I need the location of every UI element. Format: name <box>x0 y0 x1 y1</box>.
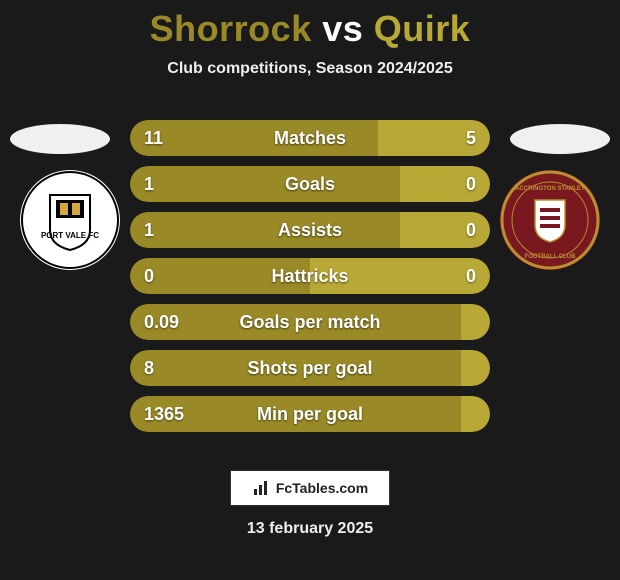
stat-row: 8Shots per goal <box>130 350 490 386</box>
comparison-subtitle: Club competitions, Season 2024/2025 <box>0 60 620 78</box>
stat-label: Hattricks <box>130 258 490 294</box>
stat-label: Assists <box>130 212 490 248</box>
svg-text:ACCRINGTON STANLEY: ACCRINGTON STANLEY <box>515 186 585 192</box>
vs-text: vs <box>322 8 363 49</box>
footer-date: 13 february 2025 <box>0 520 620 538</box>
stat-row: 0.09Goals per match <box>130 304 490 340</box>
player1-name: Shorrock <box>150 8 312 49</box>
comparison-chart: 115Matches 10Goals 10Assists 00Hattricks 0.0… <box>130 120 490 442</box>
stat-row: 1365Min per goal <box>130 396 490 432</box>
stat-label: Matches <box>130 120 490 156</box>
comparison-title: Shorrock vs Quirk <box>0 0 620 50</box>
stat-label: Shots per goal <box>130 350 490 386</box>
player1-photo-placeholder <box>10 124 110 154</box>
stat-label: Goals <box>130 166 490 202</box>
player2-photo-placeholder <box>510 124 610 154</box>
svg-text:PORT VALE FC: PORT VALE FC <box>41 231 99 240</box>
stat-row: 00Hattricks <box>130 258 490 294</box>
player2-name: Quirk <box>374 8 471 49</box>
stat-row: 10Goals <box>130 166 490 202</box>
accrington-stanley-badge: ACCRINGTON STANLEY FOOTBALL CLUB <box>500 170 600 270</box>
stat-label: Min per goal <box>130 396 490 432</box>
fctables-logo: FcTables.com <box>230 470 390 506</box>
port-vale-badge: PORT VALE FC <box>20 170 120 270</box>
stat-row: 10Assists <box>130 212 490 248</box>
stat-label: Goals per match <box>130 304 490 340</box>
stat-row: 115Matches <box>130 120 490 156</box>
brand-text: FcTables.com <box>276 480 368 496</box>
svg-text:FOOTBALL CLUB: FOOTBALL CLUB <box>525 254 577 260</box>
chart-icon <box>252 479 270 497</box>
